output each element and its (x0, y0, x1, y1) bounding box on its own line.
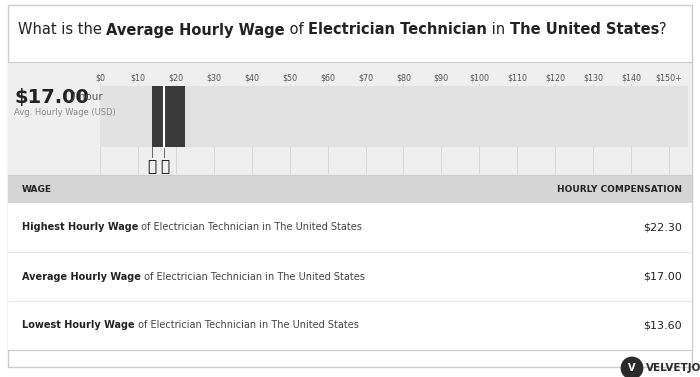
Text: $90: $90 (434, 74, 449, 83)
Text: in: in (487, 23, 510, 37)
Text: $30: $30 (206, 74, 221, 83)
Text: Lowest Hourly Wage: Lowest Hourly Wage (22, 320, 134, 331)
Text: 💰: 💰 (147, 159, 156, 175)
Text: The United States: The United States (510, 23, 659, 37)
Bar (8, 62, 692, 175)
Text: $10: $10 (130, 74, 146, 83)
Text: Highest Hourly Wage: Highest Hourly Wage (22, 222, 139, 233)
Text: V: V (629, 363, 636, 373)
Bar (8, 203, 692, 252)
Circle shape (622, 358, 642, 377)
Text: $0: $0 (95, 74, 105, 83)
Text: $150+: $150+ (656, 74, 682, 83)
Text: $100: $100 (470, 74, 489, 83)
Text: $40: $40 (244, 74, 259, 83)
Text: ?: ? (659, 23, 667, 37)
Text: Avg. Hourly Wage (USD): Avg. Hourly Wage (USD) (14, 108, 116, 117)
Text: Electrician Technician: Electrician Technician (309, 23, 487, 37)
Text: 💰: 💰 (160, 159, 169, 175)
Text: / hour: / hour (72, 92, 103, 102)
Text: $13.60: $13.60 (643, 320, 682, 331)
Text: $70: $70 (358, 74, 373, 83)
Text: $17.00: $17.00 (14, 88, 89, 107)
Text: What is the: What is the (18, 23, 106, 37)
Text: $140: $140 (621, 74, 641, 83)
Text: $17.00: $17.00 (643, 271, 682, 282)
Bar (8, 175, 692, 203)
Text: of Electrician Technician in The United States: of Electrician Technician in The United … (139, 222, 363, 233)
Bar (100, 86, 688, 147)
Text: Average Hourly Wage: Average Hourly Wage (22, 271, 141, 282)
Text: WAGE: WAGE (22, 184, 52, 193)
Bar (8, 301, 692, 350)
Text: VELVETJOBS: VELVETJOBS (646, 363, 700, 373)
Bar (8, 175, 692, 350)
Bar (152, 86, 185, 147)
Text: $22.30: $22.30 (643, 222, 682, 233)
Text: $60: $60 (320, 74, 335, 83)
Text: $50: $50 (282, 74, 298, 83)
Text: $20: $20 (168, 74, 183, 83)
Text: of Electrician Technician in The United States: of Electrician Technician in The United … (134, 320, 358, 331)
Text: $120: $120 (545, 74, 566, 83)
Bar (8, 252, 692, 301)
Text: $110: $110 (508, 74, 527, 83)
Text: of Electrician Technician in The United States: of Electrician Technician in The United … (141, 271, 365, 282)
Text: Average Hourly Wage: Average Hourly Wage (106, 23, 285, 37)
Text: HOURLY COMPENSATION: HOURLY COMPENSATION (557, 184, 682, 193)
Text: $80: $80 (396, 74, 411, 83)
Text: of: of (285, 23, 309, 37)
Text: $130: $130 (583, 74, 603, 83)
